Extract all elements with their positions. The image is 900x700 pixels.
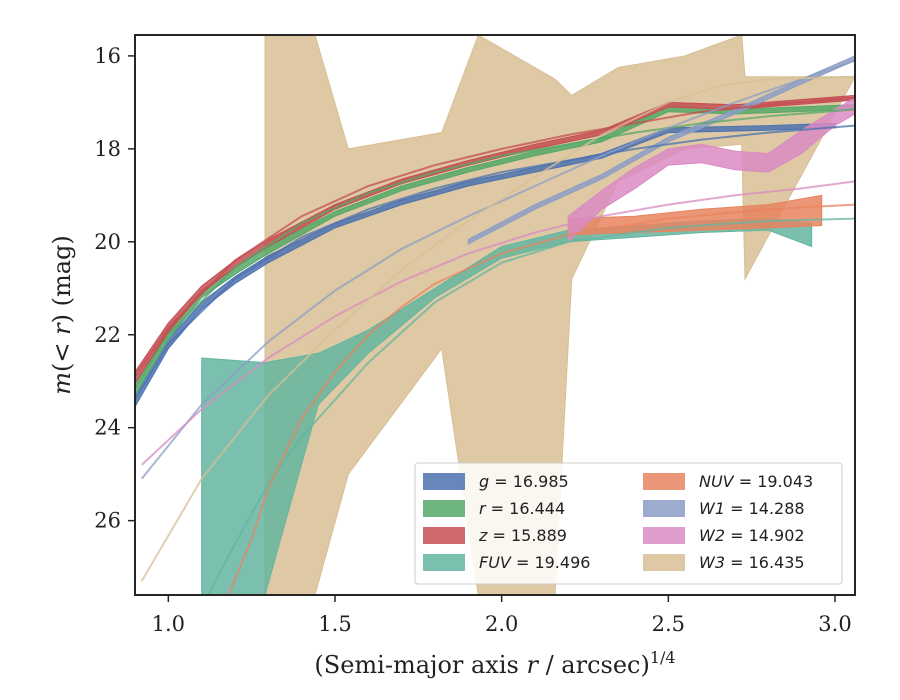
x-tick-label: 2.0	[485, 612, 518, 636]
y-tick-label: 24	[94, 416, 121, 440]
legend-label-g: g = 16.985	[479, 472, 569, 491]
legend-label-z: z = 15.889	[478, 526, 567, 545]
model-w3	[140, 75, 856, 582]
legend-swatch-nuv	[643, 473, 685, 490]
x-axis-label: (Semi-major axis r / arcsec)1/4	[314, 648, 675, 679]
legend-swatch-w3	[643, 554, 685, 571]
legend-label-w3: W3 = 16.435	[699, 553, 805, 572]
y-axis-label: m(< r) (mag)	[48, 235, 76, 395]
y-tick-label: 16	[94, 44, 121, 68]
legend-label-fuv: FUV = 19.496	[479, 553, 590, 572]
model-fuv	[207, 217, 856, 596]
model-g	[134, 124, 856, 401]
plot-frame	[134, 34, 856, 596]
legend-swatch-w1	[643, 500, 685, 517]
legend-box	[414, 462, 843, 585]
y-tick-label: 18	[94, 137, 121, 161]
legend-label-w1: W1 = 14.288	[699, 499, 805, 518]
x-tick-label: 3.0	[818, 612, 851, 636]
y-axis: 16 18 20 22 24 26	[94, 44, 135, 533]
x-tick-label: 1.0	[152, 612, 185, 636]
model-nuv	[227, 203, 856, 596]
model-r	[134, 108, 856, 389]
legend: g = 16.985 r = 16.444 z = 15.889 FUV = 19.4…	[414, 462, 843, 585]
y-tick-label: 20	[94, 230, 121, 254]
legend-swatch-r	[423, 500, 465, 517]
x-tick-label: 1.5	[318, 612, 351, 636]
legend-swatch-w2	[643, 527, 685, 544]
legend-swatch-g	[423, 473, 465, 490]
x-axis: 1.0 1.5 2.0 2.5 3.0	[152, 595, 852, 636]
legend-swatch-z	[423, 527, 465, 544]
band-fuv	[201, 218, 813, 596]
model-w1	[140, 59, 856, 480]
y-tick-label: 26	[94, 509, 121, 533]
legend-label-nuv: NUV = 19.043	[699, 472, 813, 491]
x-tick-label: 2.5	[652, 612, 685, 636]
models-layer	[134, 59, 856, 596]
legend-label-w2: W2 = 14.902	[699, 526, 805, 545]
legend-label-r: r = 16.444	[479, 499, 565, 518]
model-w2	[141, 180, 856, 466]
band-w3	[264, 34, 856, 596]
legend-swatch-fuv	[423, 554, 465, 571]
y-tick-label: 22	[94, 323, 121, 347]
